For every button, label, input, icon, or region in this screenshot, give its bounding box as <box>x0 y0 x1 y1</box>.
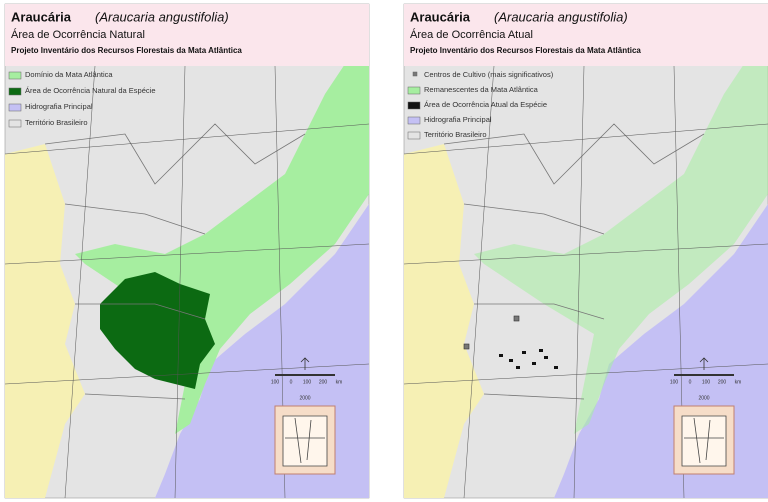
state-borders <box>44 123 306 400</box>
legend-label: Área de Ocorrência Atual da Espécie <box>424 100 547 109</box>
scale-bar <box>275 374 335 376</box>
cultivation-center <box>513 315 520 322</box>
current-occurrence <box>499 354 503 357</box>
legend-swatch <box>8 71 22 80</box>
project-name: Projeto Inventário dos Recursos Floresta… <box>410 46 641 55</box>
legend-label: Domínio da Mata Atlântica <box>25 70 113 79</box>
legend-label: Hidrografia Principal <box>25 102 93 111</box>
scientific-name: (Araucaria angustifolia) <box>95 9 229 24</box>
scientific-name: (Araucaria angustifolia) <box>494 9 628 24</box>
scale-bar <box>674 374 734 376</box>
legend-label: Território Brasileiro <box>424 130 487 139</box>
map-panel: Araucária (Araucaria angustifolia) Área de… <box>403 3 768 499</box>
scale-label: 0 <box>290 379 293 385</box>
project-name: Projeto Inventário dos Recursos Floresta… <box>11 46 242 55</box>
atlantic-forest <box>75 62 369 434</box>
north-arrow <box>699 357 709 370</box>
current-occurrence <box>544 356 548 359</box>
legend-swatch <box>412 71 418 77</box>
legend-swatch <box>407 131 421 140</box>
inset-drawing <box>681 415 727 467</box>
map-subtitle: Área de Ocorrência Atual <box>410 28 533 41</box>
legend-swatch <box>8 103 22 112</box>
legend-swatch <box>407 116 421 125</box>
map-year: 2000 <box>299 395 310 401</box>
map-panel: Araucária (Araucaria angustifolia) Área de… <box>4 3 370 499</box>
scale-label: 100 <box>303 379 312 385</box>
scale-label: km <box>735 379 742 385</box>
graticule <box>403 65 768 499</box>
graticule <box>4 65 370 499</box>
header <box>5 4 369 66</box>
scale-label: 0 <box>689 379 692 385</box>
state-borders <box>443 123 705 400</box>
legend-label: Remanescentes da Mata Atlântica <box>424 85 539 94</box>
neighbour-land <box>5 144 85 498</box>
legend-label: Centros de Cultivo (mais significativos) <box>424 70 554 79</box>
legend-swatch <box>8 119 22 128</box>
legend-swatch <box>407 101 421 110</box>
map-year: 2000 <box>698 395 709 401</box>
current-occurrence <box>532 362 536 365</box>
legend-swatch <box>8 87 22 96</box>
legend-swatch <box>407 86 421 95</box>
neighbour-land <box>404 144 484 498</box>
legend-label: Território Brasileiro <box>25 118 88 127</box>
north-arrow <box>300 357 310 370</box>
atlantic-forest <box>474 62 768 434</box>
current-occurrence <box>539 349 543 352</box>
current-occurrence <box>522 351 526 354</box>
species-name: Araucária <box>11 9 72 24</box>
species-name: Araucária <box>410 9 471 24</box>
natural-occurrence <box>100 272 215 389</box>
map-subtitle: Área de Ocorrência Natural <box>11 28 145 41</box>
current-occurrence <box>516 366 520 369</box>
cultivation-center <box>463 343 470 350</box>
scale-label: km <box>336 379 343 385</box>
current-occurrence <box>509 359 513 362</box>
legend-label: Área de Ocorrência Natural da Espécie <box>25 86 156 95</box>
legend-label: Hidrografia Principal <box>424 115 492 124</box>
inset-drawing <box>282 415 328 467</box>
header <box>404 4 768 66</box>
scale-label: 100 <box>271 379 280 385</box>
scale-label: 200 <box>319 379 328 385</box>
scale-label: 100 <box>702 379 711 385</box>
current-occurrence <box>554 366 558 369</box>
scale-label: 100 <box>670 379 679 385</box>
scale-label: 200 <box>718 379 727 385</box>
